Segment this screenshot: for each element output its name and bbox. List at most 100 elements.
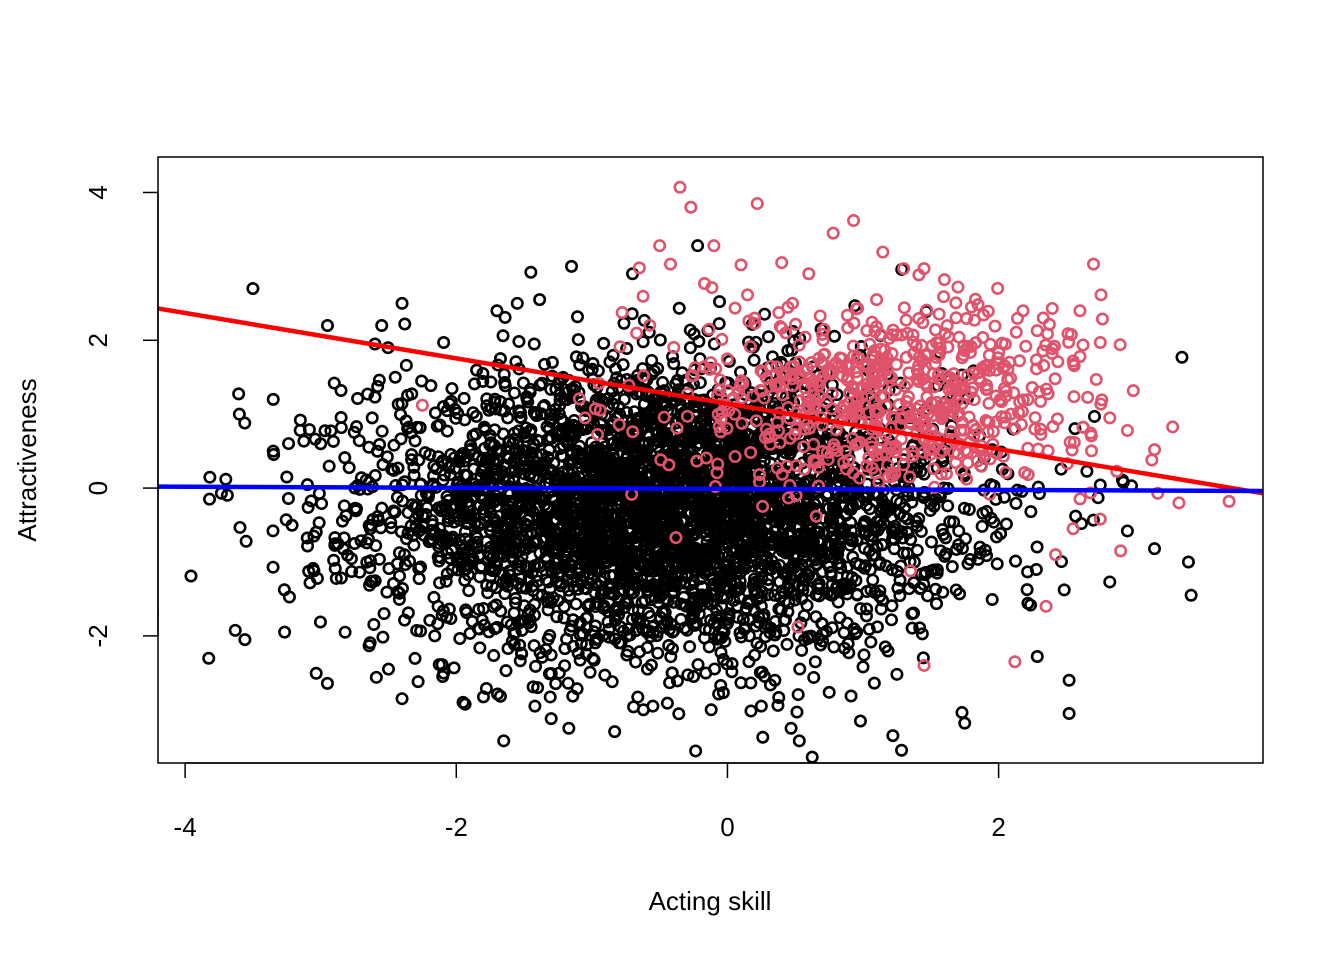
data-point <box>576 627 590 641</box>
data-point <box>626 425 640 439</box>
data-point <box>990 530 1004 544</box>
data-point <box>964 385 978 399</box>
data-point <box>579 554 593 568</box>
data-point <box>266 524 280 538</box>
data-point <box>496 329 510 343</box>
data-point <box>980 382 994 396</box>
data-point <box>856 518 870 532</box>
data-point <box>683 323 697 337</box>
data-point <box>738 620 752 634</box>
data-point <box>807 453 821 467</box>
data-point <box>504 515 518 529</box>
data-point <box>971 552 985 566</box>
data-point <box>1094 397 1108 411</box>
data-point <box>761 578 775 592</box>
data-point <box>686 369 700 383</box>
data-point <box>515 549 529 563</box>
data-point <box>762 430 776 444</box>
data-point <box>349 504 363 518</box>
data-point <box>582 599 596 613</box>
data-point <box>778 613 792 627</box>
data-point <box>575 400 589 414</box>
data-point <box>894 418 908 432</box>
data-point <box>1042 317 1056 331</box>
data-point <box>557 611 571 625</box>
data-point <box>910 364 924 378</box>
data-point <box>527 639 541 653</box>
data-point <box>497 734 511 748</box>
data-point <box>702 322 716 336</box>
data-point <box>604 586 618 600</box>
data-point <box>535 511 549 525</box>
data-point <box>680 560 694 574</box>
data-point <box>949 583 963 597</box>
data-point <box>929 582 943 596</box>
data-point <box>899 313 913 327</box>
data-point <box>889 439 903 453</box>
data-point <box>794 511 808 525</box>
data-point <box>716 686 730 700</box>
data-point <box>733 379 747 393</box>
data-point <box>885 599 899 613</box>
data-point <box>683 341 697 355</box>
data-point <box>412 562 426 576</box>
data-point <box>715 332 729 346</box>
data-point <box>334 421 348 435</box>
data-point <box>756 499 770 513</box>
data-point <box>798 422 812 436</box>
data-point <box>549 677 563 691</box>
data-point <box>351 391 365 405</box>
data-point <box>805 750 819 763</box>
data-point <box>999 465 1013 479</box>
data-point <box>853 435 867 449</box>
data-point <box>644 420 658 434</box>
data-point <box>527 337 541 351</box>
data-point <box>541 603 555 617</box>
data-point <box>704 546 718 560</box>
data-point <box>712 420 726 434</box>
data-point <box>401 606 415 620</box>
data-point <box>483 428 497 442</box>
data-point <box>885 469 899 483</box>
data-point <box>659 548 673 562</box>
data-point <box>535 463 549 477</box>
data-point <box>786 379 800 393</box>
data-point <box>1081 390 1095 404</box>
data-point <box>998 416 1012 430</box>
data-point <box>476 452 490 466</box>
data-point <box>833 535 847 549</box>
data-point <box>490 519 504 533</box>
data-point <box>490 470 504 484</box>
data-point <box>524 265 538 279</box>
data-point <box>998 410 1012 424</box>
data-point <box>502 452 516 466</box>
data-point <box>879 399 893 413</box>
data-point <box>703 464 717 478</box>
data-point <box>538 498 552 512</box>
data-point <box>1009 325 1023 339</box>
data-point <box>975 519 989 533</box>
data-point <box>707 239 721 253</box>
data-point <box>936 527 950 541</box>
data-point <box>891 581 905 595</box>
data-point <box>850 625 864 639</box>
data-point <box>228 623 242 637</box>
data-point <box>533 378 547 392</box>
data-point <box>369 670 383 684</box>
data-point <box>927 442 941 456</box>
data-point <box>1066 522 1080 536</box>
data-point <box>955 351 969 365</box>
data-point <box>763 543 777 557</box>
data-point <box>797 570 811 584</box>
data-point <box>870 293 884 307</box>
data-point <box>680 409 694 423</box>
data-point <box>1095 312 1109 326</box>
data-point <box>734 407 748 421</box>
data-point <box>441 799 451 809</box>
data-point <box>885 328 899 342</box>
data-point <box>1030 362 1044 376</box>
data-point <box>538 357 552 371</box>
x-axis-title: Acting skill <box>649 886 772 916</box>
data-point <box>978 359 992 373</box>
data-point <box>266 392 280 406</box>
